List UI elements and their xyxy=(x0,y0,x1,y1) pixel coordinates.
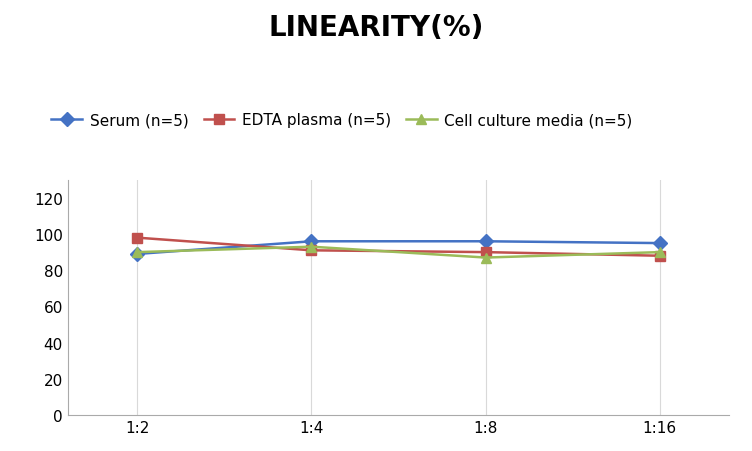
Line: EDTA plasma (n=5): EDTA plasma (n=5) xyxy=(132,233,665,261)
Cell culture media (n=5) xyxy=(481,255,490,261)
Text: LINEARITY(%): LINEARITY(%) xyxy=(268,14,484,41)
Serum (n=5) xyxy=(481,239,490,244)
Serum (n=5) xyxy=(133,252,142,257)
EDTA plasma (n=5) xyxy=(307,248,316,253)
Line: Cell culture media (n=5): Cell culture media (n=5) xyxy=(132,242,665,263)
Cell culture media (n=5) xyxy=(133,250,142,255)
EDTA plasma (n=5) xyxy=(655,253,664,259)
Cell culture media (n=5) xyxy=(307,244,316,250)
Serum (n=5) xyxy=(655,241,664,246)
EDTA plasma (n=5) xyxy=(481,250,490,255)
Legend: Serum (n=5), EDTA plasma (n=5), Cell culture media (n=5): Serum (n=5), EDTA plasma (n=5), Cell cul… xyxy=(45,107,638,134)
EDTA plasma (n=5) xyxy=(133,235,142,241)
Line: Serum (n=5): Serum (n=5) xyxy=(132,237,665,259)
Serum (n=5) xyxy=(307,239,316,244)
Cell culture media (n=5) xyxy=(655,250,664,255)
